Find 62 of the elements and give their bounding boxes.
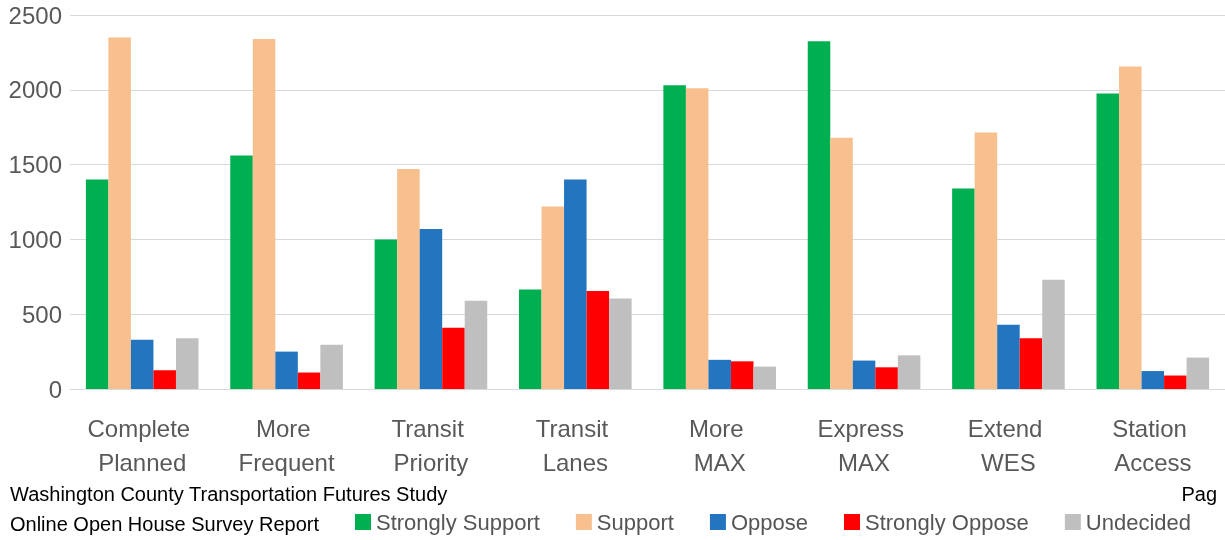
legend-label: Oppose (730, 509, 808, 535)
bar (753, 366, 776, 389)
legend-label: Support (596, 509, 674, 535)
bar (275, 351, 298, 389)
legend-label: Strongly Support (376, 509, 540, 535)
bar (397, 169, 420, 389)
x-tick-label: Station Access (1112, 414, 1194, 476)
bar (1186, 357, 1210, 389)
x-tick-label: Transit Lanes (535, 414, 615, 476)
y-tick-label: 2500 (8, 1, 62, 29)
bar (541, 206, 565, 389)
x-tick-label: Complete Planned (87, 414, 197, 476)
bar (175, 338, 199, 389)
bar (1019, 338, 1043, 389)
x-tick-label: More MAX (689, 414, 751, 476)
bar (663, 85, 686, 389)
y-tick-label: 1500 (8, 151, 62, 179)
bar (730, 361, 754, 389)
bar (564, 179, 587, 389)
bar (85, 179, 109, 389)
legend-label: Undecided (1085, 509, 1192, 535)
bar (374, 239, 398, 389)
bar (1096, 93, 1120, 389)
bar (419, 228, 443, 389)
bar (230, 155, 253, 389)
text: Online Open House Survey Report (10, 513, 320, 535)
y-tick-label: 2000 (8, 76, 62, 104)
bar (830, 137, 853, 389)
bar (974, 132, 998, 389)
bar (464, 300, 488, 389)
legend-label: Strongly Oppose (864, 509, 1029, 535)
bar (1141, 371, 1165, 389)
text: Washington County Transportation Futures Study (10, 483, 448, 505)
bar (952, 188, 975, 389)
y-tick-label: 500 (21, 300, 62, 328)
x-tick-label: Transit Priority (391, 414, 471, 476)
x-tick-label: Express MAX (817, 414, 911, 476)
bar (442, 327, 465, 389)
bar (807, 41, 831, 389)
bar (852, 360, 876, 389)
bar (708, 359, 731, 389)
bar (252, 38, 276, 389)
y-tick-label: 0 (48, 375, 62, 403)
text: Pag (1181, 483, 1218, 505)
bar (586, 291, 610, 389)
y-tick-label: 1000 (8, 225, 62, 253)
bar (519, 289, 542, 389)
bar (609, 298, 632, 389)
bar (897, 355, 921, 389)
bar (320, 344, 343, 389)
bar (153, 370, 176, 389)
bar (1119, 66, 1142, 389)
x-tick-label: Extend WES (967, 414, 1050, 476)
x-tick-label: More Frequent (238, 414, 335, 476)
bar (997, 324, 1020, 389)
bar (875, 367, 898, 389)
bar (1042, 279, 1065, 389)
bar (108, 37, 131, 389)
bar (1164, 375, 1187, 389)
bar (685, 88, 709, 389)
bar (297, 372, 321, 389)
bar (130, 339, 154, 389)
